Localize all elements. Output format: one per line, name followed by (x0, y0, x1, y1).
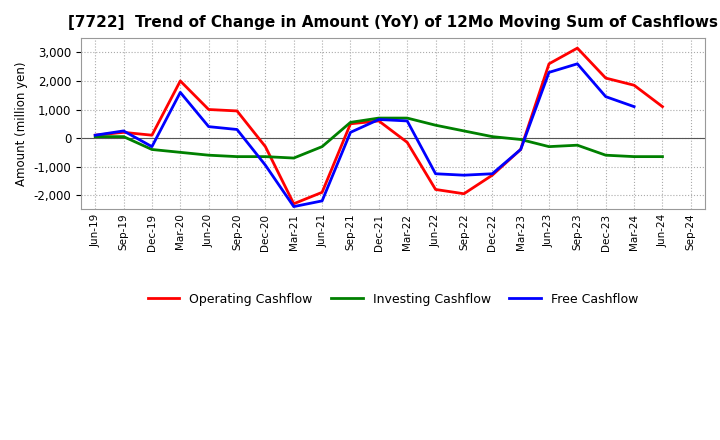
Operating Cashflow (516, 147, 525, 152)
Investing Cashflow (148, 147, 156, 152)
Operating Cashflow (374, 118, 383, 124)
Investing Cashflow (431, 123, 440, 128)
Line: Free Cashflow: Free Cashflow (95, 64, 634, 207)
Operating Cashflow (148, 132, 156, 138)
Free Cashflow (289, 204, 298, 209)
Free Cashflow (516, 147, 525, 152)
Investing Cashflow (91, 134, 99, 139)
Free Cashflow (120, 128, 128, 134)
Investing Cashflow (261, 154, 270, 159)
Operating Cashflow (91, 132, 99, 138)
Operating Cashflow (346, 121, 355, 126)
Investing Cashflow (176, 150, 184, 155)
Operating Cashflow (261, 144, 270, 149)
Line: Operating Cashflow: Operating Cashflow (95, 48, 662, 204)
Operating Cashflow (545, 61, 554, 66)
Investing Cashflow (545, 144, 554, 149)
Investing Cashflow (488, 134, 497, 139)
Investing Cashflow (403, 115, 412, 121)
Operating Cashflow (289, 201, 298, 206)
Legend: Operating Cashflow, Investing Cashflow, Free Cashflow: Operating Cashflow, Investing Cashflow, … (143, 288, 643, 311)
Free Cashflow (403, 118, 412, 124)
Y-axis label: Amount (million yen): Amount (million yen) (15, 62, 28, 186)
Free Cashflow (573, 61, 582, 66)
Operating Cashflow (233, 108, 241, 114)
Investing Cashflow (318, 144, 326, 149)
Investing Cashflow (658, 154, 667, 159)
Investing Cashflow (459, 128, 468, 134)
Operating Cashflow (601, 75, 610, 81)
Free Cashflow (318, 198, 326, 204)
Free Cashflow (545, 70, 554, 75)
Operating Cashflow (318, 190, 326, 195)
Investing Cashflow (601, 153, 610, 158)
Operating Cashflow (403, 140, 412, 145)
Operating Cashflow (459, 191, 468, 196)
Operating Cashflow (176, 78, 184, 84)
Free Cashflow (630, 104, 639, 109)
Free Cashflow (176, 90, 184, 95)
Investing Cashflow (374, 115, 383, 121)
Free Cashflow (488, 171, 497, 176)
Operating Cashflow (431, 187, 440, 192)
Free Cashflow (459, 172, 468, 178)
Free Cashflow (148, 144, 156, 149)
Investing Cashflow (289, 155, 298, 161)
Free Cashflow (91, 132, 99, 138)
Line: Investing Cashflow: Investing Cashflow (95, 118, 662, 158)
Free Cashflow (261, 162, 270, 168)
Investing Cashflow (573, 143, 582, 148)
Investing Cashflow (516, 137, 525, 142)
Free Cashflow (346, 130, 355, 135)
Investing Cashflow (204, 153, 213, 158)
Operating Cashflow (204, 107, 213, 112)
Operating Cashflow (630, 83, 639, 88)
Title: [7722]  Trend of Change in Amount (YoY) of 12Mo Moving Sum of Cashflows: [7722] Trend of Change in Amount (YoY) o… (68, 15, 718, 30)
Investing Cashflow (120, 134, 128, 139)
Operating Cashflow (658, 104, 667, 109)
Investing Cashflow (346, 120, 355, 125)
Free Cashflow (374, 117, 383, 122)
Free Cashflow (204, 124, 213, 129)
Operating Cashflow (120, 130, 128, 135)
Investing Cashflow (630, 154, 639, 159)
Free Cashflow (431, 171, 440, 176)
Free Cashflow (233, 127, 241, 132)
Operating Cashflow (488, 172, 497, 178)
Free Cashflow (601, 94, 610, 99)
Operating Cashflow (573, 45, 582, 51)
Investing Cashflow (233, 154, 241, 159)
